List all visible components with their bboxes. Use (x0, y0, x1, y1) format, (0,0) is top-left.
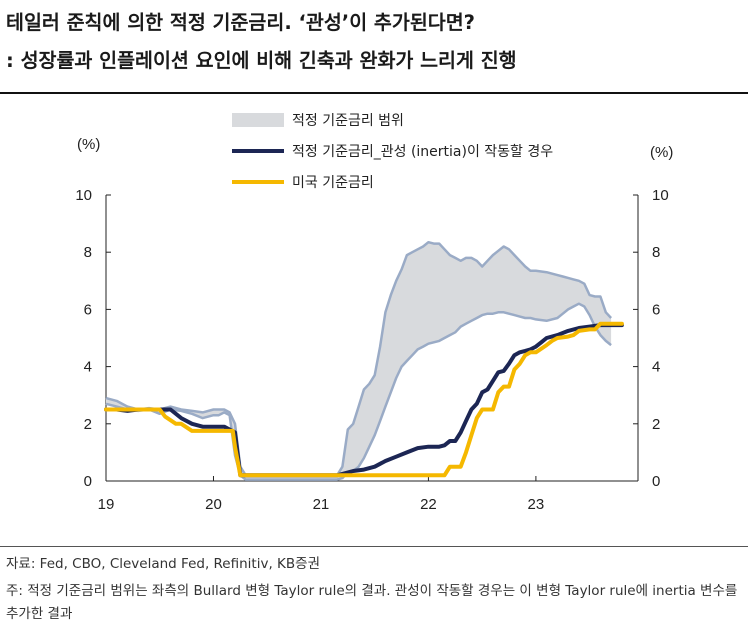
y-tick-label-right: 6 (652, 301, 660, 318)
x-tick-label: 22 (420, 496, 437, 513)
source-text: 자료: Fed, CBO, Cleveland Fed, Refinitiv, … (6, 556, 320, 572)
y-tick-label-left: 6 (84, 301, 92, 318)
y-tick-label-left: 0 (84, 473, 92, 490)
range-band-lower-edge (105, 302, 612, 481)
right-unit-label: (%) (650, 144, 673, 161)
y-tick-label-right: 2 (652, 416, 660, 433)
y-tick-label-right: 0 (652, 473, 660, 490)
y-tick-label-right: 10 (652, 187, 669, 204)
title-divider (0, 92, 748, 94)
inertia-line (104, 323, 624, 478)
y-tick-label-left: 8 (84, 244, 92, 261)
y-tick-label-right: 4 (652, 359, 660, 376)
range-band-fill (106, 242, 612, 480)
range-band-upper-edge (105, 240, 613, 477)
y-tick-label-left: 4 (84, 359, 92, 376)
legend-label: 적정 기준금리_관성 (inertia)이 작동할 경우 (292, 144, 553, 160)
title-line-2: : 성장률과 인플레이션 요인에 비해 긴축과 완화가 느리게 진행 (6, 49, 517, 72)
legend-label: 미국 기준금리 (292, 175, 374, 191)
x-tick-label: 21 (313, 496, 330, 513)
x-tick-label: 19 (98, 496, 115, 513)
fed-funds-rate-line (104, 321, 624, 478)
plot-area (104, 240, 624, 481)
note-text: 주: 적정 기준금리 범위는 좌측의 Bullard 변형 Taylor rul… (6, 583, 738, 622)
x-tick-label: 23 (528, 496, 545, 513)
x-tick-label: 20 (205, 496, 222, 513)
y-tick-label-left: 2 (84, 416, 92, 433)
y-tick-label-right: 8 (652, 244, 660, 261)
footer-divider (0, 546, 748, 547)
chart-title: 테일러 준칙에 의한 적정 기준금리. ‘관성’이 추가된다면? : 성장률과 … (6, 4, 742, 80)
left-unit-label: (%) (77, 136, 100, 153)
y-tick-label-left: 10 (75, 187, 92, 204)
title-line-1: 테일러 준칙에 의한 적정 기준금리. ‘관성’이 추가된다면? (6, 11, 475, 34)
legend-label: 적정 기준금리 범위 (292, 113, 404, 129)
legend-swatch-band (232, 113, 284, 127)
